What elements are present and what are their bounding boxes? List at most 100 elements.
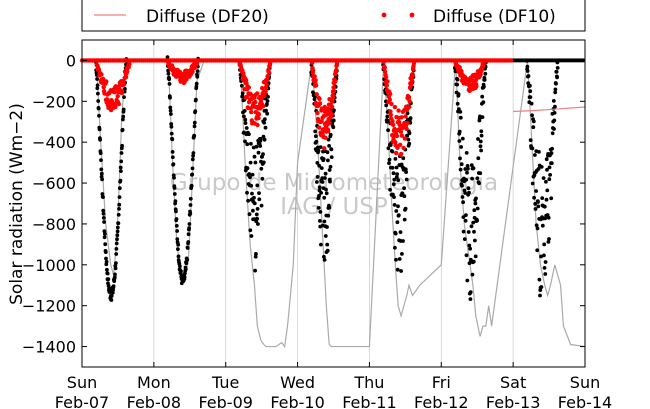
- data-point-global: [394, 209, 399, 213]
- data-point-global: [168, 105, 173, 110]
- data-point-global: [460, 195, 465, 199]
- data-point-global: [186, 232, 191, 237]
- data-point-global: [117, 195, 122, 200]
- data-point-df10: [388, 112, 393, 118]
- y-tick-label: −200: [32, 92, 76, 111]
- data-point-global: [121, 117, 125, 122]
- data-point-global: [190, 157, 195, 162]
- data-point-global: [542, 266, 547, 270]
- data-point-global: [173, 199, 178, 204]
- data-point-global: [248, 175, 252, 180]
- data-point-global: [533, 202, 538, 206]
- data-point-df10: [330, 99, 335, 104]
- data-point-global: [101, 195, 105, 200]
- data-point-global: [403, 167, 408, 172]
- data-point-global: [194, 84, 199, 89]
- gridlines: [153, 40, 514, 367]
- data-point-global: [553, 90, 558, 95]
- data-point-global: [549, 196, 554, 201]
- data-point-global: [169, 112, 173, 116]
- data-point-df10: [259, 96, 264, 102]
- data-point-global: [169, 124, 174, 129]
- data-point-global: [174, 217, 179, 221]
- data-point-global: [408, 116, 413, 120]
- data-point-global: [103, 232, 107, 236]
- data-point-df10: [329, 112, 334, 117]
- data-point-global: [482, 78, 487, 82]
- data-point-global: [95, 77, 99, 81]
- y-axis: 0 −200 −400 −600 −800 −1000 −1200 −1400: [22, 51, 585, 357]
- data-point-global: [458, 156, 462, 161]
- data-point-global: [470, 176, 474, 181]
- data-point-global: [536, 200, 540, 204]
- data-point-global: [317, 185, 322, 190]
- data-point-global: [112, 275, 117, 280]
- data-point-global: [192, 124, 197, 129]
- x-tick-label-day: Sun: [570, 373, 600, 392]
- data-point-global: [189, 183, 194, 188]
- data-point-global: [477, 181, 481, 186]
- data-point-df10: [246, 85, 251, 90]
- data-point-df10: [331, 85, 336, 90]
- data-point-global: [102, 235, 107, 240]
- y-tick-label: −400: [32, 133, 76, 152]
- data-point-global: [395, 267, 400, 272]
- data-point-global: [478, 144, 483, 149]
- data-point-global: [481, 100, 486, 105]
- data-point-global: [531, 119, 536, 124]
- legend-frame: [81, 0, 586, 32]
- data-point-df10: [323, 135, 328, 140]
- data-point-global: [106, 277, 111, 282]
- data-point-df10: [194, 61, 200, 66]
- data-point-global: [263, 117, 267, 122]
- data-point-global: [170, 150, 175, 154]
- data-point-global: [482, 84, 486, 89]
- data-point-global: [176, 242, 181, 247]
- data-point-global: [322, 219, 327, 224]
- data-point-global: [550, 131, 555, 136]
- data-point-global: [175, 237, 180, 242]
- data-point-global: [547, 165, 552, 170]
- data-point-global: [555, 75, 559, 80]
- data-point-global: [194, 97, 198, 102]
- data-point-global: [318, 219, 322, 223]
- data-point-df10: [101, 84, 106, 90]
- data-point-global: [249, 183, 254, 188]
- data-point-global: [264, 108, 268, 113]
- data-point-global: [393, 157, 398, 161]
- x-tick-label-day: Mon: [137, 373, 171, 392]
- data-point-global: [120, 127, 125, 132]
- data-point-global: [552, 127, 556, 131]
- data-point-global: [95, 86, 100, 91]
- data-point-global: [546, 240, 551, 244]
- data-point-global: [464, 253, 469, 258]
- data-point-global: [251, 208, 255, 213]
- data-point-global: [461, 229, 466, 234]
- data-point-global: [167, 82, 172, 86]
- data-point-global: [250, 172, 255, 177]
- data-point-global: [551, 99, 556, 103]
- x-tick-label-date: Feb-07: [55, 393, 109, 409]
- data-point-global: [534, 223, 539, 228]
- data-point-global: [457, 139, 462, 143]
- data-point-global: [101, 211, 106, 216]
- y-tick-label: 0: [66, 51, 76, 70]
- data-point-global: [530, 113, 534, 118]
- legend-swatch-df10-dot: [381, 12, 387, 18]
- x-tick-label-day: Thu: [353, 373, 384, 392]
- data-point-global: [475, 206, 480, 211]
- data-point-global: [331, 125, 336, 130]
- y-tick-label: −1200: [22, 297, 76, 316]
- data-point-global: [105, 271, 110, 276]
- data-point-global: [392, 177, 397, 182]
- data-point-global: [466, 230, 471, 234]
- data-point-global: [553, 104, 557, 109]
- data-point-global: [530, 181, 535, 186]
- data-point-global: [394, 257, 398, 262]
- y-tick-label: −800: [32, 215, 76, 234]
- data-point-global: [458, 115, 463, 120]
- data-point-global: [529, 101, 534, 106]
- data-point-global: [324, 191, 329, 196]
- data-point-global: [257, 191, 261, 196]
- data-point-global: [315, 180, 319, 184]
